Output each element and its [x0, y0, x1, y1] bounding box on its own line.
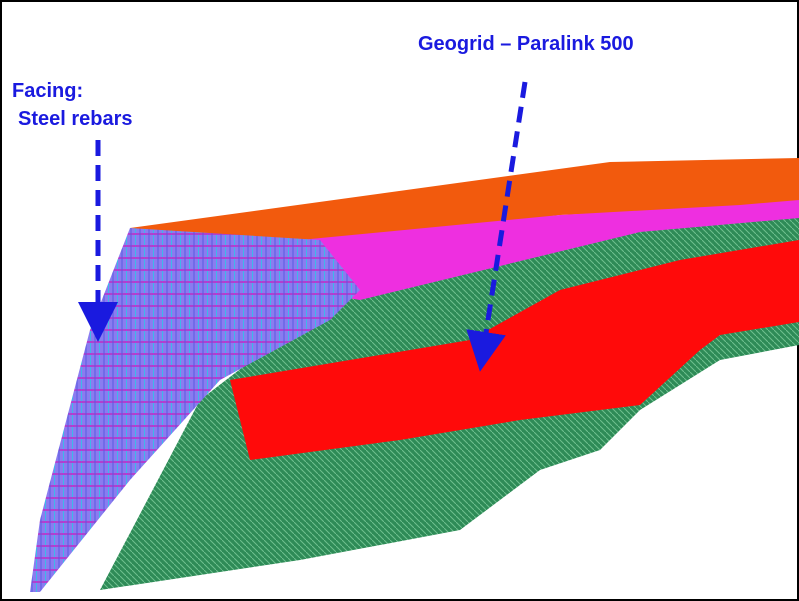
facing-label: Facing: [12, 80, 83, 102]
geogrid-label: Geogrid – Paralink 500 [418, 33, 634, 55]
facing-label: Steel rebars [18, 108, 133, 130]
figure: Facing: Steel rebars Geogrid – Paralink … [0, 0, 799, 601]
